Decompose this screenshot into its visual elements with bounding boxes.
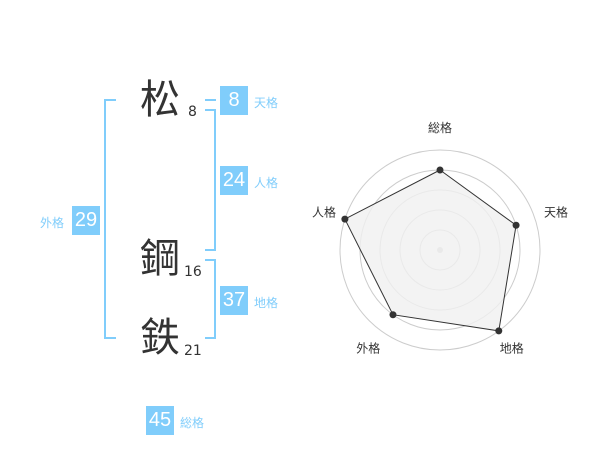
data-point-人格 bbox=[341, 215, 349, 223]
jinkaku-value: 24 bbox=[220, 166, 248, 195]
data-point-総格 bbox=[436, 166, 444, 174]
data-point-地格 bbox=[495, 327, 503, 335]
tenkaku-value: 8 bbox=[220, 86, 248, 115]
radar-area bbox=[344, 169, 517, 332]
chikaku-bracket-bottom bbox=[205, 337, 216, 339]
grid-ring bbox=[339, 149, 541, 351]
name-char-3: 鉄 bbox=[140, 315, 180, 361]
axis-label: 外格 bbox=[356, 341, 380, 356]
gaikaku-bracket bbox=[104, 99, 106, 339]
soukaku-label: 総格 bbox=[180, 416, 205, 430]
tenkaku-label: 天格 bbox=[254, 96, 279, 110]
stroke-count-2: 16 bbox=[184, 264, 202, 280]
soukaku-value: 45 bbox=[146, 406, 174, 435]
name-char-2: 鋼 bbox=[140, 236, 180, 282]
gaikaku-bracket-bottom bbox=[104, 337, 116, 339]
gaikaku-label: 外格 bbox=[40, 216, 65, 230]
stroke-count-1: 8 bbox=[188, 104, 197, 120]
chikaku-label: 地格 bbox=[254, 296, 279, 310]
stroke-count-3: 21 bbox=[184, 343, 202, 359]
axis-label: 地格 bbox=[500, 341, 524, 356]
jinkaku-bracket-top bbox=[205, 109, 216, 111]
tenkaku-line bbox=[205, 99, 216, 101]
axis-label: 総格 bbox=[428, 120, 452, 135]
data-point-天格 bbox=[512, 221, 520, 229]
gaikaku-value: 29 bbox=[72, 206, 100, 235]
name-char-1: 松 bbox=[140, 77, 180, 123]
chikaku-bracket bbox=[214, 259, 216, 339]
chikaku-value: 37 bbox=[220, 286, 248, 315]
data-point-外格 bbox=[389, 311, 397, 319]
jinkaku-bracket-bottom bbox=[205, 249, 216, 251]
jinkaku-label: 人格 bbox=[254, 176, 279, 190]
gaikaku-bracket-top bbox=[104, 99, 116, 101]
jinkaku-bracket bbox=[214, 109, 216, 251]
axis-label: 人格 bbox=[312, 204, 336, 219]
chikaku-bracket-top bbox=[205, 259, 216, 261]
axis-label: 天格 bbox=[544, 204, 568, 219]
